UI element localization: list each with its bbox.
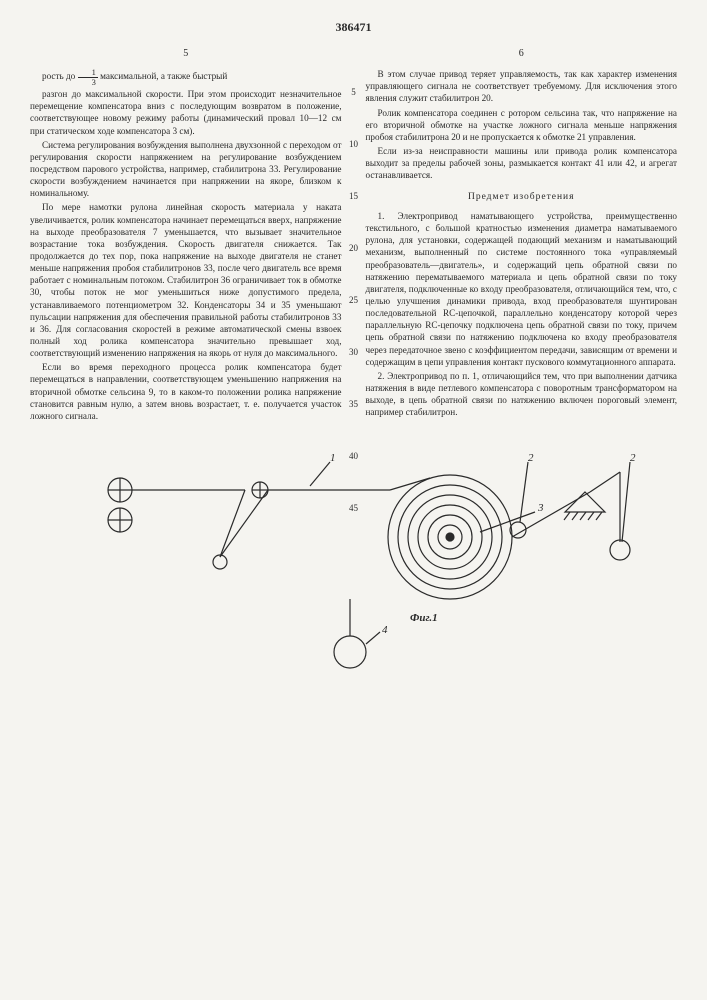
paragraph: 1. Электропривод наматывающего устройств… <box>366 210 678 368</box>
paragraph: разгон до максимальной скорости. При это… <box>30 88 342 137</box>
paragraph: По мере намотки рулона линейная скорость… <box>30 201 342 359</box>
figure-1: 1 2 2 3 4 Фиг.1 <box>30 442 677 702</box>
paragraph: Ролик компенсатора соединен с ротором се… <box>366 107 678 143</box>
fraction: 13 <box>78 68 98 86</box>
line-number: 5 <box>351 87 356 97</box>
figure-svg <box>30 442 677 702</box>
figure-label: Фиг.1 <box>410 612 438 624</box>
callout-2a: 2 <box>528 452 534 464</box>
column-number-right: 6 <box>366 47 678 60</box>
doc-number: 386471 <box>30 20 677 35</box>
paragraph: 2. Электропривод по п. 1, отличающийся т… <box>366 370 678 419</box>
line-number: 35 <box>349 399 358 409</box>
text-frag: рость до <box>42 71 78 81</box>
fraction-denominator: 3 <box>78 78 98 87</box>
right-column: 6 В этом случае привод теряет управляемо… <box>366 47 678 424</box>
line-number: 25 <box>349 295 358 305</box>
paragraph: В этом случае привод теряет управляемост… <box>366 68 678 104</box>
paragraph: рость до 13 максимальной, а также быстры… <box>30 68 342 86</box>
paragraph: Если во время переходного процесса ролик… <box>30 361 342 422</box>
section-title: Предмет изобретения <box>366 191 678 204</box>
line-number: 10 <box>349 139 358 149</box>
text-columns: 5 10 15 20 25 30 35 40 45 5 рость до 13 … <box>30 47 677 424</box>
callout-1: 1 <box>330 452 336 464</box>
paragraph: Система регулирования возбуждения выполн… <box>30 139 342 200</box>
left-column: 5 рость до 13 максимальной, а также быст… <box>30 47 342 424</box>
callout-4: 4 <box>382 624 388 636</box>
paragraph: Если из-за неисправности машины или прив… <box>366 145 678 181</box>
line-number: 20 <box>349 243 358 253</box>
callout-2b: 2 <box>630 452 636 464</box>
line-number: 15 <box>349 191 358 201</box>
line-number: 30 <box>349 347 358 357</box>
patent-page: 386471 5 10 15 20 25 30 35 40 45 5 рость… <box>0 0 707 1000</box>
text-frag: максимальной, а также быстрый <box>98 71 227 81</box>
column-number-left: 5 <box>30 47 342 60</box>
callout-3: 3 <box>538 502 544 514</box>
